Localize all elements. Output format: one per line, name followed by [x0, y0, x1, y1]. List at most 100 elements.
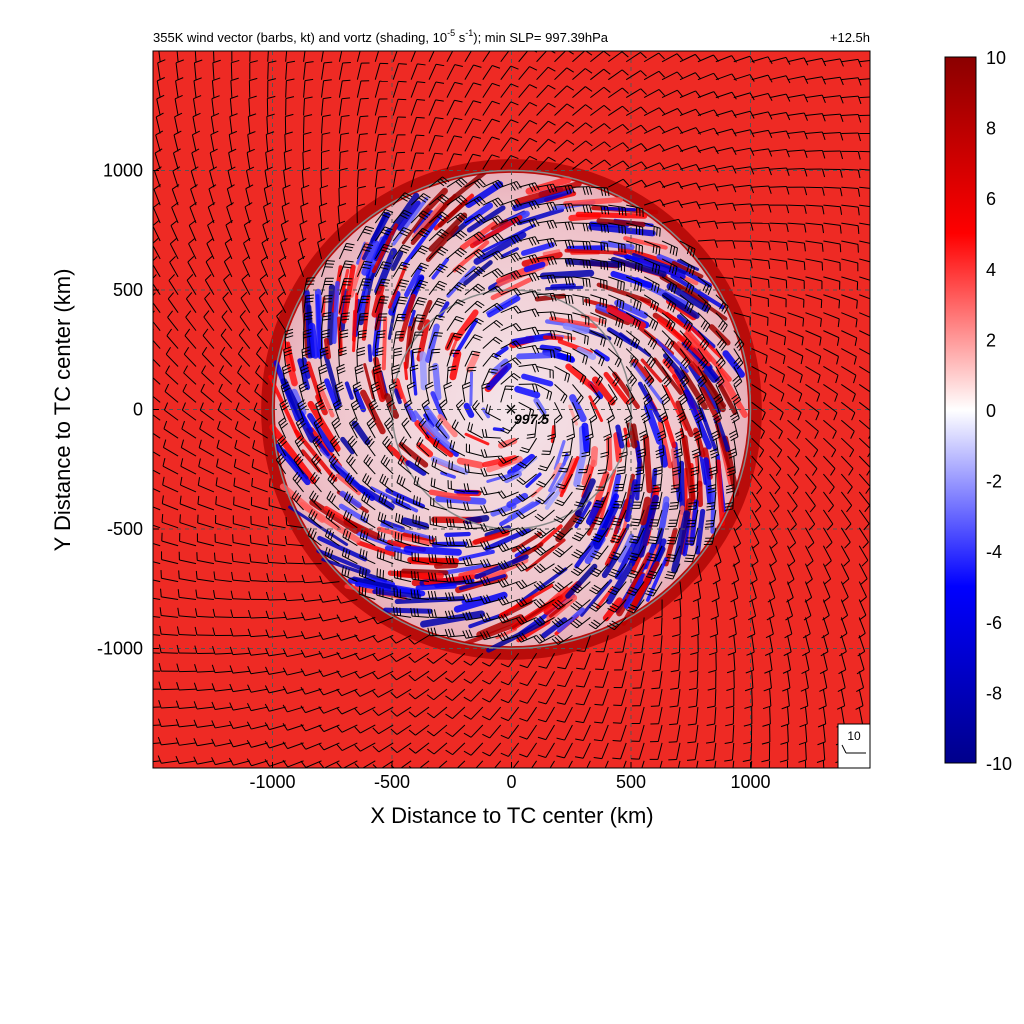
wind-barb [300, 668, 322, 677]
wind-barb [554, 294, 574, 304]
vorticity-streak [458, 564, 499, 578]
wind-barb [841, 366, 857, 384]
wind-barb [764, 653, 773, 674]
wind-barb [410, 170, 424, 188]
wind-barb [222, 292, 233, 313]
wind-barb [823, 132, 844, 141]
vorticity-streak [665, 311, 692, 333]
wind-barb [230, 590, 250, 601]
wind-barb [480, 449, 501, 458]
wind-barb [787, 419, 801, 439]
wind-barb [444, 610, 465, 620]
wind-barb [715, 294, 729, 314]
wind-barb [518, 119, 538, 134]
wind-barb [643, 143, 666, 152]
wind-barb [733, 509, 743, 531]
vorticity-streak [268, 374, 301, 440]
vorticity-streak [482, 455, 518, 468]
wind-barb [594, 671, 609, 688]
vorticity-streak [635, 461, 642, 501]
wind-barb [805, 150, 826, 159]
wind-barb [641, 760, 645, 768]
wind-barb [554, 157, 575, 170]
wind-barb [840, 509, 852, 531]
wind-barb [650, 491, 663, 510]
wind-barb [319, 346, 329, 367]
wind-barb [769, 130, 791, 139]
colorbar-tick-label: 8 [986, 119, 996, 139]
wind-barb [733, 92, 755, 101]
wind-barb [590, 86, 611, 99]
wind-barb [282, 704, 304, 713]
wind-barb [590, 258, 609, 271]
wind-barb [445, 706, 466, 719]
vorticity-streak [331, 280, 340, 345]
wind-barb [318, 650, 340, 659]
wind-barb [787, 294, 805, 308]
wind-barb [840, 545, 851, 567]
wind-barb [728, 617, 737, 638]
wind-barb [668, 724, 681, 743]
wind-barb [302, 328, 312, 349]
wind-barb [497, 577, 519, 588]
wind-barb [320, 132, 331, 152]
wind-barb [183, 346, 197, 367]
wind-barb [822, 760, 825, 768]
wind-barb [462, 520, 483, 530]
wind-barb [536, 473, 555, 488]
wind-barb [265, 149, 274, 170]
wind-barb [445, 688, 466, 701]
wind-barb [219, 365, 233, 385]
wind-barb [643, 330, 658, 350]
wind-barb [464, 366, 477, 385]
wind-barb [632, 671, 645, 689]
wind-barb [679, 276, 695, 295]
vorticity-streak [652, 357, 683, 396]
wind-barb [169, 238, 179, 260]
wind-barb [462, 538, 483, 548]
wind-barb [659, 760, 663, 768]
vorticity-streak [466, 205, 506, 233]
wind-barb [310, 472, 322, 493]
wind-barb [193, 77, 202, 98]
wind-barb [179, 476, 197, 493]
vorticity-streak [356, 540, 396, 557]
wind-barb [338, 295, 352, 313]
colorbar-tick-label: 10 [986, 48, 1006, 68]
wind-barb [571, 545, 591, 559]
wind-barb [497, 437, 519, 448]
wind-barb [233, 458, 251, 475]
wind-barb [410, 297, 427, 313]
vorticity-streak [297, 358, 311, 391]
wind-barb [638, 420, 649, 441]
vorticity-streak [545, 285, 584, 291]
wind-barb [318, 742, 340, 751]
wind-barb [427, 572, 447, 583]
wind-barb [372, 724, 394, 735]
wind-barb [632, 689, 645, 707]
wind-barb [374, 133, 387, 152]
vorticity-streak [662, 353, 686, 380]
wind-barb [329, 435, 340, 457]
wind-barb [195, 589, 214, 601]
wind-barb [686, 742, 699, 761]
wind-barb [726, 456, 736, 477]
wind-barb [202, 328, 215, 349]
wind-barb [743, 724, 753, 745]
wind-barb [410, 193, 431, 206]
wind-barb [576, 653, 591, 670]
wind-barb [625, 599, 645, 614]
wind-barb [572, 222, 592, 232]
wind-barb [751, 240, 771, 251]
wind-barb [643, 258, 661, 275]
vorticity-streak [593, 349, 610, 362]
wind-barb [733, 240, 754, 250]
wind-barb [446, 332, 463, 349]
wind-barb [280, 220, 289, 242]
wind-barb [500, 155, 519, 170]
wind-barb [399, 436, 412, 457]
wind-barb [820, 635, 829, 657]
y-tick-label: -1000 [97, 639, 143, 659]
wind-barb [784, 617, 793, 639]
wind-barb [277, 435, 287, 457]
